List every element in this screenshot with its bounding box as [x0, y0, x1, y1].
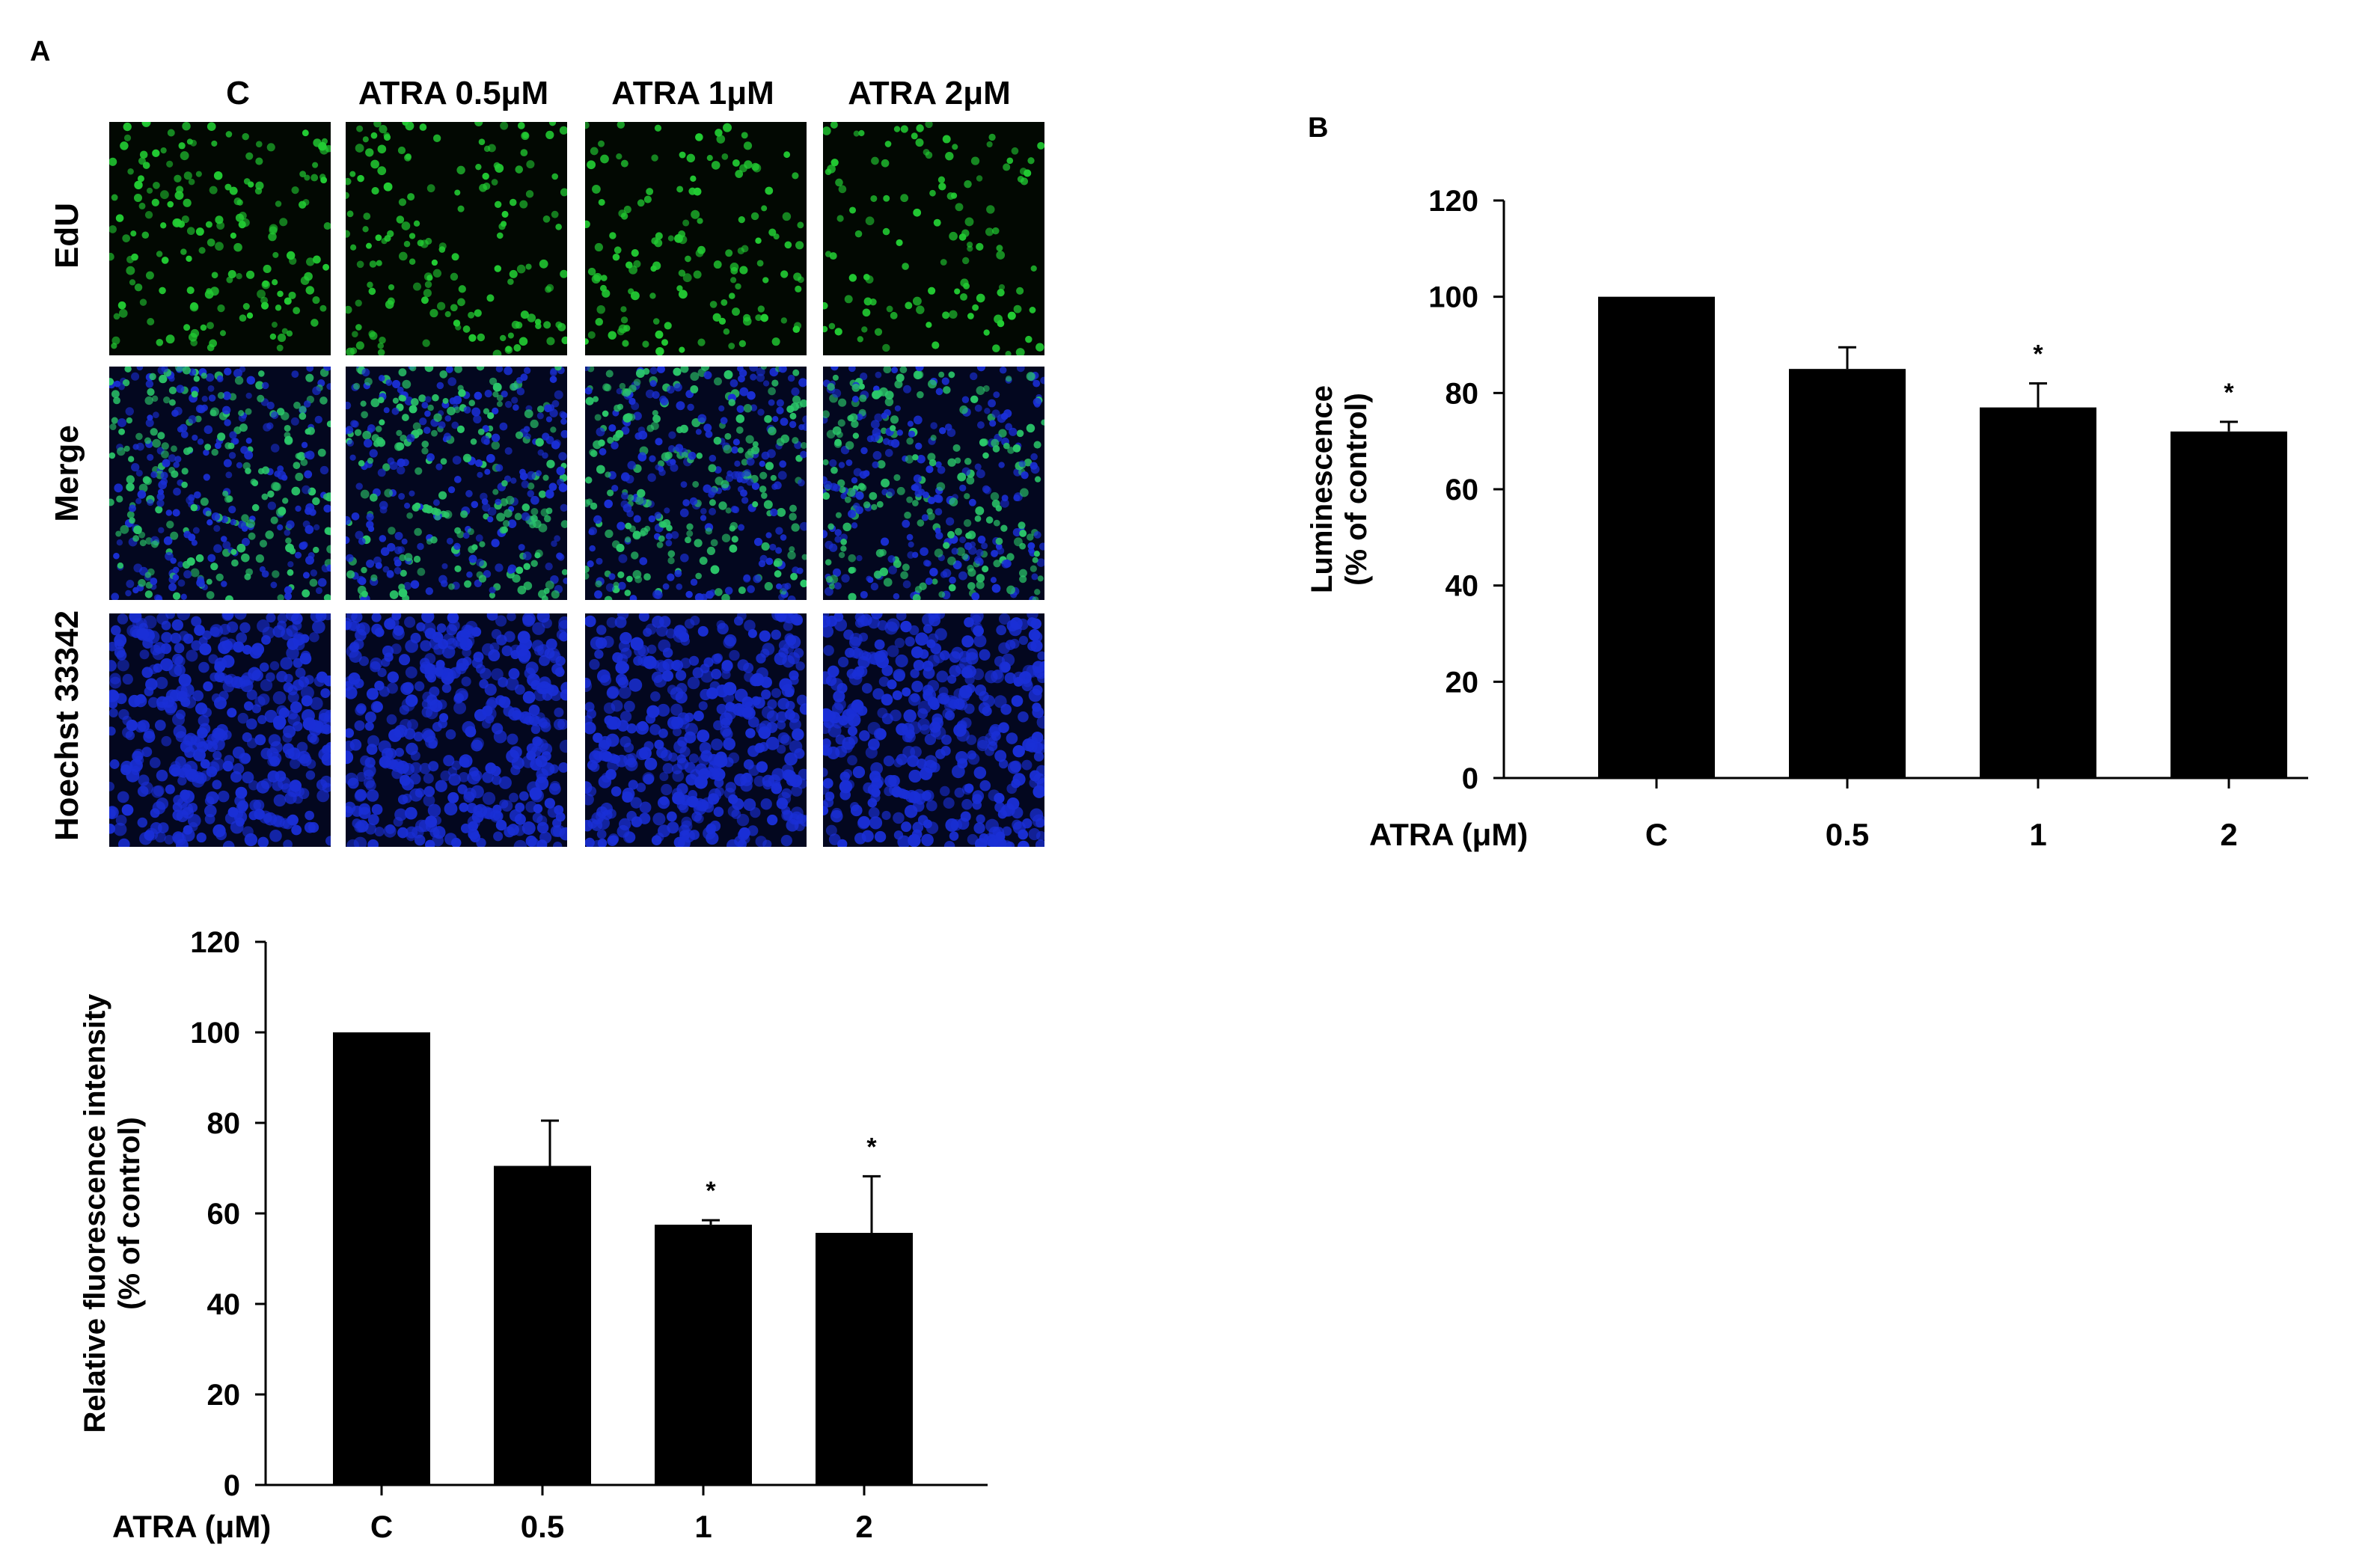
micrograph-merge-col-4 [823, 367, 1044, 600]
bar-1 [1980, 407, 2096, 778]
y-tick-label: 100 [190, 1017, 240, 1050]
y-tick-label: 20 [207, 1379, 241, 1412]
y-tick-label: 120 [190, 926, 240, 959]
significance-mark: * [2033, 340, 2043, 368]
micrograph-hoechst-col-1 [109, 613, 331, 847]
bar-0.5 [494, 1166, 591, 1485]
column-header-control: C [226, 75, 250, 111]
micrograph-merge-col-2 [346, 367, 567, 600]
y-tick-label: 0 [224, 1469, 240, 1502]
x-tick-label: 1 [694, 1509, 712, 1544]
y-tick-label: 60 [207, 1198, 241, 1231]
bar-0.5 [1789, 369, 1906, 779]
micrograph-edu-col-3 [585, 122, 807, 355]
micrograph-hoechst-col-2 [346, 613, 567, 847]
micrograph-hoechst-col-3 [585, 613, 807, 847]
column-header-atra-1: ATRA 1μM [611, 75, 774, 111]
bar-2 [2170, 431, 2287, 778]
column-header-atra-2: ATRA 2μM [848, 75, 1011, 111]
x-tick-label: 0.5 [1826, 817, 1869, 852]
y-tick-label: 40 [207, 1288, 241, 1321]
y-tick-label: 40 [1446, 570, 1479, 603]
panel-b-bar-chart: 0 20 40 60 80 100 120 Luminescence(% of control… [1306, 185, 2308, 852]
bar-2 [816, 1233, 913, 1485]
panel-a-label: A [30, 36, 51, 67]
panel-a-bar-chart: 0 20 40 60 80 100 120 Relative fluorescence int… [79, 926, 988, 1544]
y-tick-label: 20 [1446, 666, 1479, 699]
panel-b-label: B [1308, 112, 1329, 144]
x-axis-label: ATRA (μM) [1369, 817, 1528, 852]
x-tick-label: 2 [2220, 817, 2237, 852]
x-tick-label: 2 [855, 1509, 872, 1544]
y-tick-label: 100 [1428, 281, 1478, 314]
significance-mark: * [706, 1177, 716, 1205]
y-tick-label: 60 [1446, 474, 1479, 506]
bar-C [333, 1032, 430, 1485]
significance-mark: * [2224, 379, 2234, 407]
y-tick-label: 80 [207, 1107, 241, 1140]
x-tick-label: 0.5 [521, 1509, 564, 1544]
bar-1 [655, 1225, 752, 1485]
y-axis-label: Luminescence(% of control) [1306, 385, 1373, 593]
micrograph-edu-col-2 [346, 122, 567, 355]
micrograph-edu-col-1 [109, 122, 331, 355]
x-tick-label: 1 [2029, 817, 2046, 852]
significance-mark: * [866, 1133, 877, 1161]
micrograph-merge-col-3 [585, 367, 807, 600]
x-tick-label: C [370, 1509, 393, 1544]
micrograph-merge-col-1 [109, 367, 331, 600]
row-header-hoechst: Hoechst 33342 [49, 610, 85, 842]
column-header-atra-0-5: ATRA 0.5μM [358, 75, 549, 111]
y-tick-label: 80 [1446, 377, 1479, 410]
y-axis-label: Relative fluorescence intensity(% of con… [79, 993, 146, 1433]
micrograph-edu-col-4 [823, 122, 1044, 355]
x-tick-label: C [1645, 817, 1668, 852]
y-tick-label: 120 [1428, 185, 1478, 218]
row-header-merge: Merge [49, 425, 85, 522]
x-axis-label: ATRA (μM) [112, 1509, 271, 1544]
row-header-edu: EdU [49, 203, 85, 269]
micrograph-hoechst-col-4 [823, 613, 1044, 847]
bar-C [1598, 296, 1715, 778]
y-tick-label: 0 [1462, 762, 1478, 795]
